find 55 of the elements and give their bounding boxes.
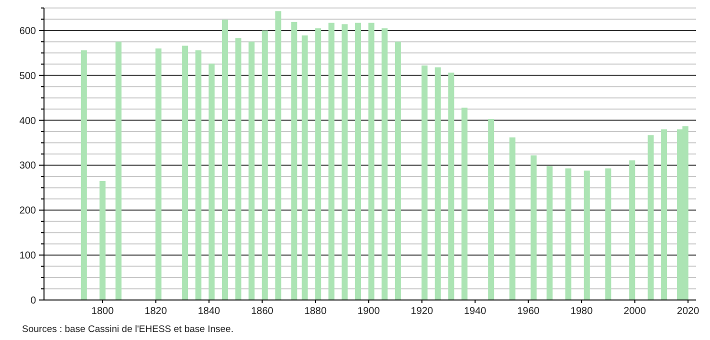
bar	[605, 168, 612, 300]
bar	[530, 155, 537, 300]
x-tick-label: 1880	[304, 306, 328, 317]
bar	[235, 38, 242, 300]
bar	[248, 42, 255, 300]
bar	[195, 50, 202, 300]
x-tick-label: 2020	[676, 306, 700, 317]
y-tick-label: 200	[19, 206, 36, 217]
bar	[355, 22, 362, 300]
bar	[422, 66, 428, 300]
y-tick-label: 300	[19, 160, 36, 172]
bar	[565, 168, 572, 300]
bar	[661, 129, 668, 300]
bar	[648, 135, 654, 300]
bar	[328, 22, 334, 300]
bar	[182, 46, 188, 300]
bar	[394, 42, 401, 300]
x-tick-label: 2000	[624, 306, 646, 317]
bar	[629, 160, 636, 300]
x-tick-label: 1840	[198, 306, 221, 317]
y-tick-label: 0	[30, 296, 36, 306]
bar	[155, 48, 162, 300]
x-tick-label: 1800	[91, 306, 114, 317]
source-note: Sources : base Cassini de l'EHESS et base Insee.	[22, 324, 234, 335]
y-tick-label: 500	[19, 70, 36, 82]
bar	[434, 67, 441, 300]
x-tick-label: 1980	[570, 306, 594, 317]
y-tick-label: 600	[19, 26, 36, 37]
bar	[100, 180, 106, 300]
bar	[208, 64, 215, 300]
bar	[461, 108, 468, 300]
bar	[315, 28, 322, 300]
bar	[488, 118, 494, 300]
x-tick-label: 1900	[358, 306, 380, 317]
x-tick-label: 1960	[517, 306, 540, 317]
x-tick-label: 1920	[410, 306, 434, 317]
bar	[291, 22, 298, 300]
bar	[342, 24, 348, 300]
bar	[584, 170, 590, 300]
bar	[262, 30, 268, 300]
bar	[80, 50, 87, 300]
x-tick-label: 1860	[251, 306, 274, 317]
bar	[302, 35, 308, 300]
bar	[448, 72, 454, 300]
bar	[382, 28, 388, 300]
x-tick-label: 1820	[144, 306, 168, 317]
y-tick-label: 400	[19, 116, 36, 127]
bar	[116, 42, 122, 300]
bar	[275, 11, 282, 300]
y-tick-label: 100	[19, 250, 36, 262]
bar	[509, 137, 516, 300]
x-tick-label: 1940	[464, 306, 487, 317]
bar	[368, 22, 374, 300]
bar	[546, 166, 553, 300]
bar	[222, 20, 228, 300]
